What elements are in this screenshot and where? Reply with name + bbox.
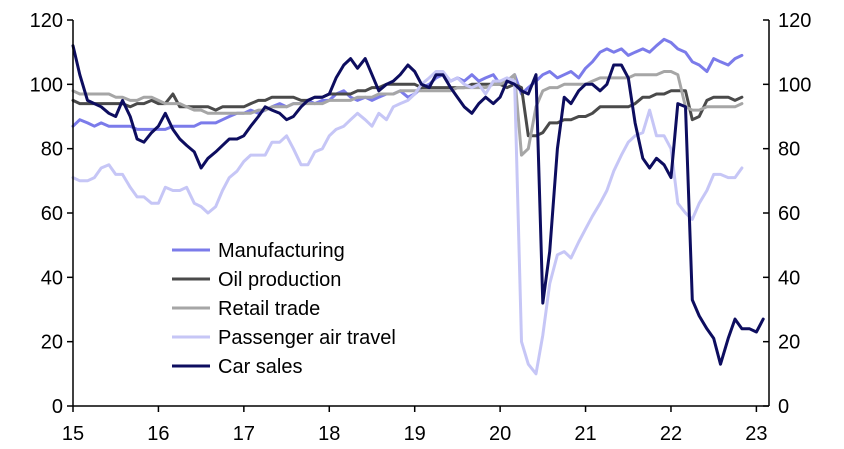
- left-y-tick-label: 120: [30, 10, 63, 32]
- left-y-tick-label: 80: [41, 139, 63, 161]
- x-tick-label: 18: [318, 423, 340, 445]
- series-line-manufacturing: [71, 37, 744, 131]
- series-line-retail-trade: [71, 70, 744, 157]
- x-tick-label: 23: [745, 423, 767, 445]
- x-tick-label: 21: [574, 423, 596, 445]
- left-y-tick-label: 20: [41, 332, 63, 354]
- axes-layer: 0 0 20 20 40 40 60 60 80 80 100 100 120 120 15 16 17 18 19…: [30, 10, 812, 445]
- legend-label: Retail trade: [218, 298, 320, 320]
- legend-label: Passenger air travel: [218, 327, 396, 349]
- legend-label: Manufacturing: [218, 240, 345, 262]
- x-tick-label: 16: [147, 423, 169, 445]
- legend-label: Car sales: [218, 356, 302, 378]
- legend-label: Oil production: [218, 269, 341, 291]
- right-y-tick-label: 80: [778, 139, 800, 161]
- series-layer: [71, 37, 765, 376]
- x-tick-label: 19: [404, 423, 426, 445]
- left-y-tick-label: 60: [41, 203, 63, 225]
- series-line-car-sales: [71, 44, 765, 366]
- series-line-passenger-air-travel: [71, 70, 744, 376]
- right-y-tick-label: 20: [778, 332, 800, 354]
- right-y-tick-label: 120: [778, 10, 811, 32]
- right-y-tick-label: 40: [778, 267, 800, 289]
- left-y-tick-label: 100: [30, 74, 63, 96]
- x-tick-label: 17: [233, 423, 255, 445]
- right-y-tick-label: 100: [778, 74, 811, 96]
- right-y-tick-label: 0: [778, 396, 789, 418]
- left-y-tick-label: 40: [41, 267, 63, 289]
- left-y-tick-label: 0: [52, 396, 63, 418]
- x-tick-label: 15: [62, 423, 84, 445]
- x-tick-label: 22: [660, 423, 682, 445]
- legend: Manufacturing Oil production Retail trade P…: [172, 240, 396, 378]
- x-tick-label: 20: [489, 423, 511, 445]
- right-y-tick-label: 60: [778, 203, 800, 225]
